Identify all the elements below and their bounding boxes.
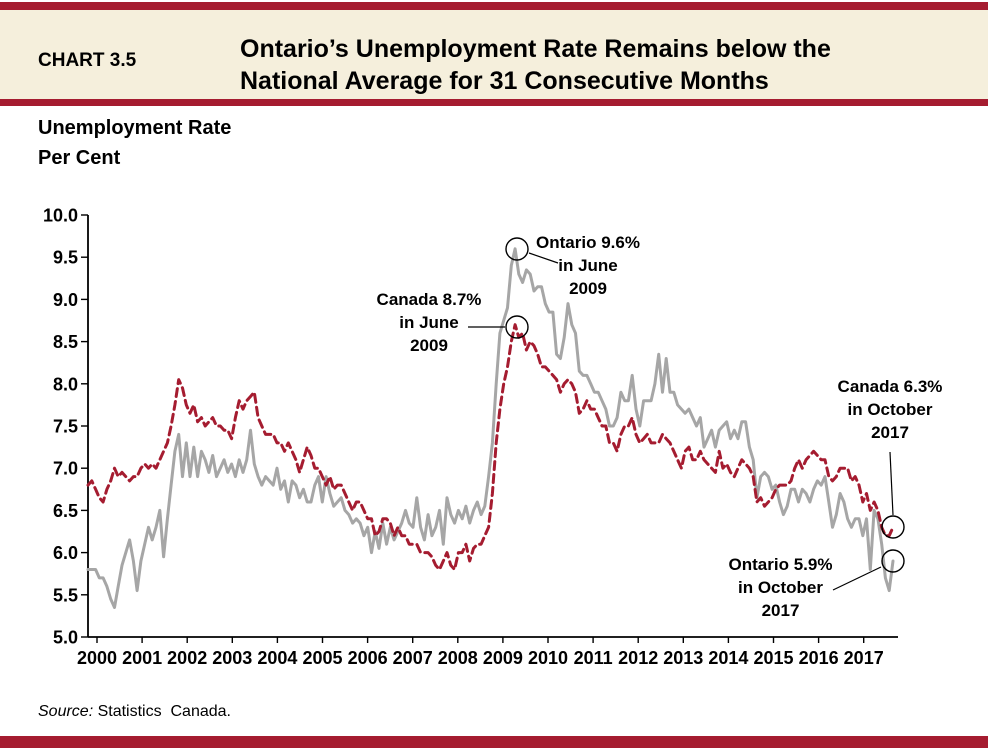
- x-tick-label: 2005: [302, 648, 342, 668]
- header-bottom-red-bar: [0, 99, 988, 106]
- x-tick-label: 2014: [708, 648, 748, 668]
- source-line: Source: Statistics Canada.: [38, 703, 231, 721]
- x-tick-label: 2008: [438, 648, 478, 668]
- x-tick-label: 2002: [167, 648, 207, 668]
- header-band: CHART 3.5 Ontario’s Unemployment Rate Re…: [0, 10, 988, 99]
- annotation-text: Ontario 9.6%: [536, 233, 640, 252]
- x-tick-label: 2011: [574, 648, 613, 668]
- ontario-end-callout-circle: [881, 549, 905, 573]
- chart-title-line1: Ontario’s Unemployment Rate Remains belo…: [240, 35, 831, 63]
- annotation-text: Ontario 5.9%: [728, 555, 833, 574]
- y-tick-label: 8.5: [53, 332, 78, 352]
- ontario-peak-leader-line: [528, 252, 559, 264]
- y-tick-label: 7.0: [53, 459, 78, 479]
- x-tick-label: 2000: [77, 648, 117, 668]
- annotation-text: 2017: [761, 601, 800, 620]
- y-tick-label: 9.5: [53, 248, 78, 268]
- annotation-canada-peak: Canada 8.7% in June 2009: [362, 288, 496, 357]
- chart-title: Ontario’s Unemployment Rate Remains belo…: [240, 33, 831, 97]
- ontario-end-leader-line: [832, 566, 882, 591]
- x-tick-label: 2017: [844, 648, 884, 668]
- x-tick-label: 2015: [753, 648, 793, 668]
- y-tick-label: 9.0: [53, 290, 78, 310]
- y-tick-label: 10.0: [43, 206, 78, 226]
- canada-end-callout-circle: [881, 515, 905, 539]
- y-tick-label: 5.5: [53, 585, 78, 605]
- annotation-text: in October: [847, 400, 933, 419]
- annotation-text: Canada 6.3%: [837, 377, 943, 396]
- y-tick-label: 7.5: [53, 417, 78, 437]
- x-tick-label: 2009: [483, 648, 523, 668]
- source-label: Source:: [38, 703, 94, 720]
- canada-peak-callout-circle: [505, 315, 529, 339]
- x-tick-label: 2001: [122, 648, 162, 668]
- top-red-bar: [0, 2, 988, 10]
- x-tick-label: 2010: [528, 648, 568, 668]
- annotation-canada-end: Canada 6.3% in October 2017: [823, 375, 957, 444]
- ontario-peak-callout-circle: [505, 237, 529, 261]
- annotation-text: 2017: [871, 423, 909, 442]
- chart-number: CHART 3.5: [38, 50, 137, 71]
- x-tick-label: 2006: [348, 648, 388, 668]
- canada-line: [86, 323, 895, 571]
- canada-end-leader-line: [889, 451, 894, 516]
- annotation-text: 2009: [569, 279, 607, 298]
- bottom-red-bar: [0, 736, 988, 748]
- chart-title-line2: National Average for 31 Consecutive Mont…: [240, 67, 769, 95]
- x-tick-label: 2004: [257, 648, 297, 668]
- x-tick-label: 2012: [618, 648, 658, 668]
- annotation-text: Canada 8.7%: [376, 290, 482, 309]
- x-tick-label: 2007: [393, 648, 433, 668]
- y-tick-label: 6.0: [53, 543, 78, 563]
- annotation-text: in October: [737, 578, 823, 597]
- y-axis-title-line1: Unemployment Rate: [38, 117, 232, 139]
- y-tick-label: 5.0: [53, 628, 78, 648]
- y-axis-title-line2: Per Cent: [38, 147, 121, 169]
- x-tick-label: 2016: [799, 648, 839, 668]
- ontario-line: [86, 247, 895, 609]
- annotation-text: 2009: [410, 336, 448, 355]
- x-tick-label: 2013: [663, 648, 703, 668]
- source-text: Statistics Canada.: [93, 703, 231, 720]
- y-axis-title: Unemployment Rate Per Cent: [38, 113, 231, 173]
- annotation-text: in June: [399, 313, 459, 332]
- x-tick-label: 2003: [212, 648, 252, 668]
- y-tick-label: 8.0: [53, 374, 78, 394]
- annotation-ontario-peak: Ontario 9.6% in June 2009: [518, 231, 658, 300]
- y-tick-label: 6.5: [53, 501, 78, 521]
- annotation-ontario-end: Ontario 5.9% in October 2017: [712, 553, 849, 622]
- annotation-text: in June: [558, 256, 618, 275]
